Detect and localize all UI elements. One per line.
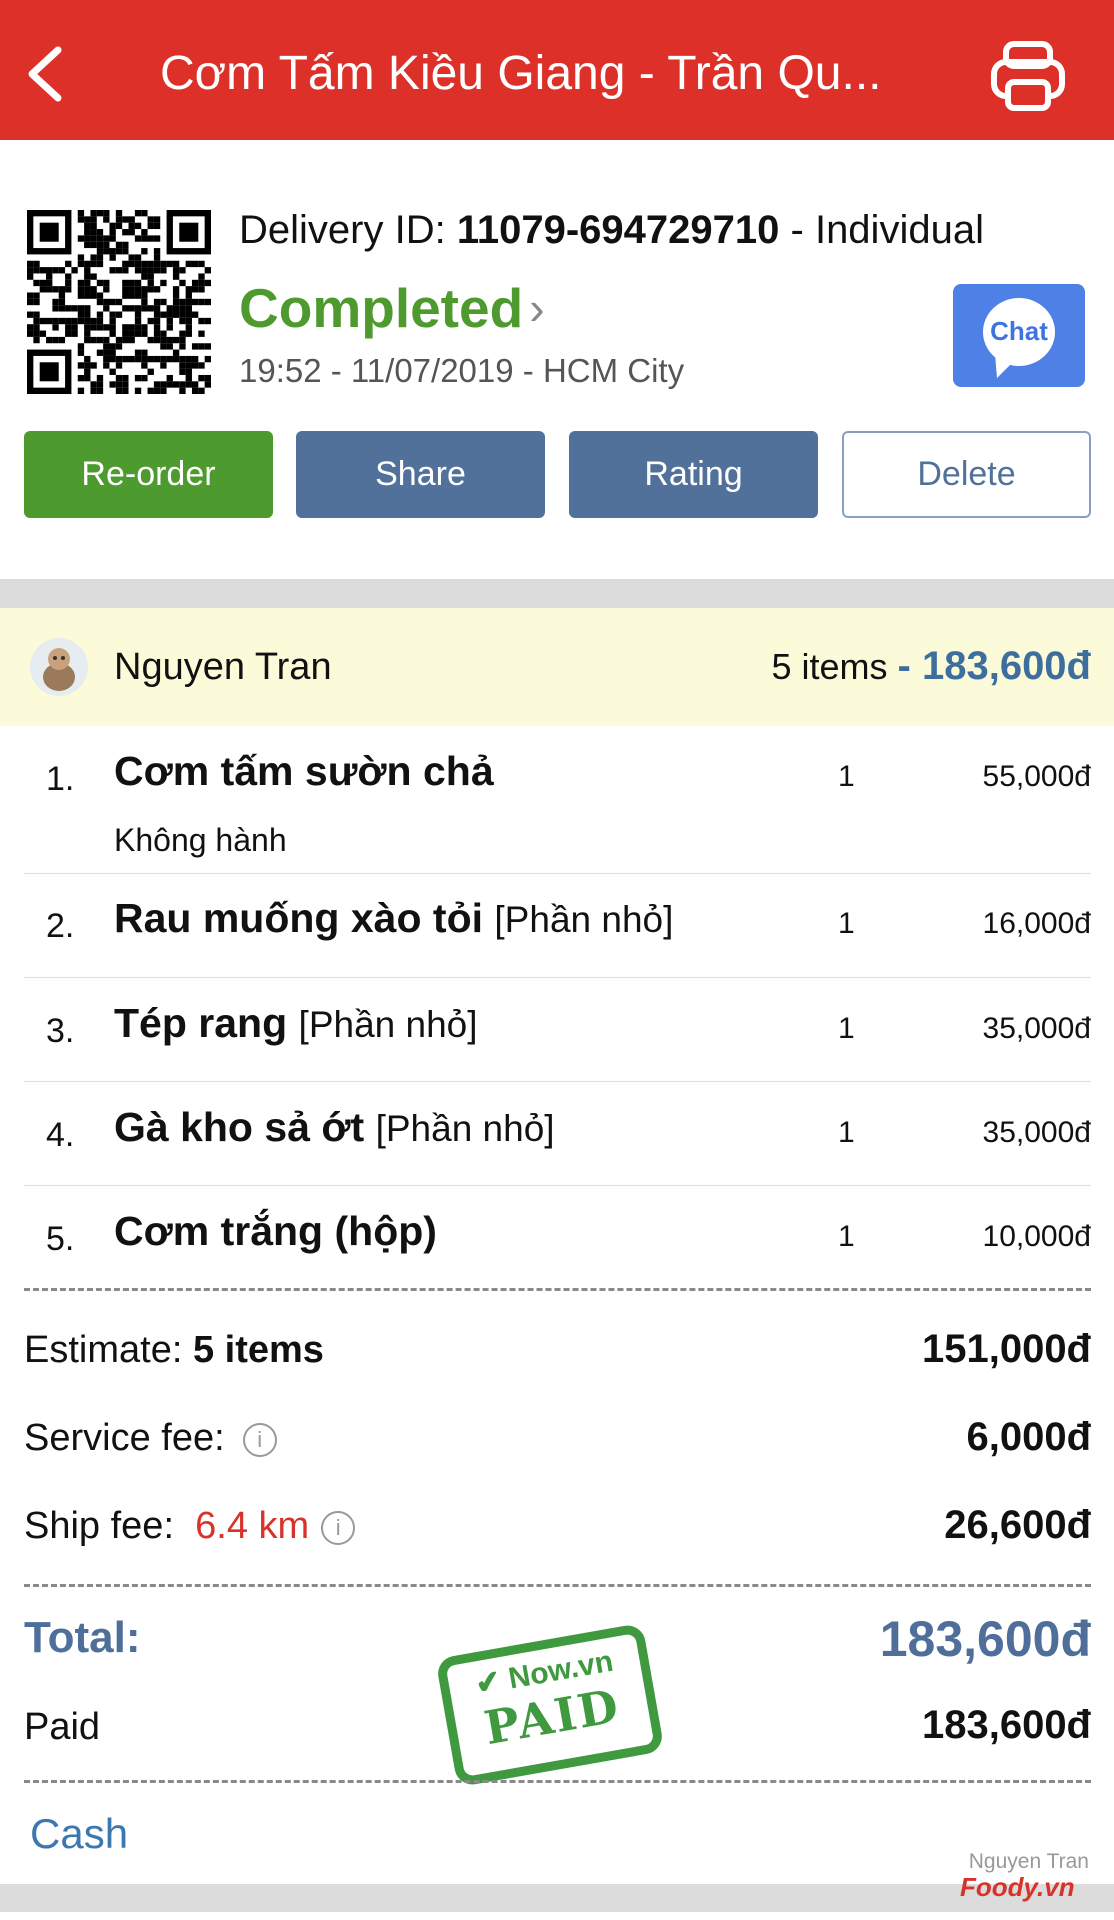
item-quantity: 1 — [838, 1220, 855, 1253]
reorder-button[interactable]: Re-order — [24, 431, 273, 518]
user-summary: 5 items - 183,600đ — [771, 644, 1091, 688]
estimate-label: Estimate: 5 items — [24, 1329, 324, 1371]
watermark-user: Nguyen Tran — [968, 1850, 1089, 1873]
share-button[interactable]: Share — [296, 431, 545, 518]
item-price: 55,000đ — [982, 760, 1091, 793]
item-price: 35,000đ — [982, 1116, 1091, 1149]
paid-label: Paid — [24, 1706, 101, 1748]
back-icon[interactable] — [22, 44, 66, 104]
dashed-divider — [24, 1288, 1091, 1291]
item-name: Cơm trắng (hộp) — [114, 1208, 437, 1254]
chevron-right-icon: › — [529, 282, 545, 334]
row-divider — [24, 1185, 1091, 1186]
rating-button[interactable]: Rating — [569, 431, 818, 518]
order-time: 19:52 - 11/07/2019 - HCM City — [239, 352, 685, 389]
item-name: Rau muống xào tỏi [Phần nhỏ] — [114, 895, 674, 941]
item-number: 4. — [46, 1116, 75, 1154]
item-quantity: 1 — [838, 760, 855, 793]
total-value: 183,600đ — [879, 1611, 1091, 1667]
info-icon[interactable]: i — [242, 1422, 277, 1457]
service-fee-label: Service fee: i — [24, 1417, 277, 1460]
item-quantity: 1 — [838, 1116, 855, 1149]
user-row: Nguyen Tran 5 items - 183,600đ — [0, 608, 1114, 726]
paid-value: 183,600đ — [921, 1703, 1091, 1747]
order-status[interactable]: Completed › — [239, 277, 545, 339]
item-note: Không hành — [114, 822, 287, 858]
avatar — [30, 638, 88, 696]
info-icon[interactable]: i — [321, 1510, 356, 1545]
paid-stamp: ✔ Now.vn PAID — [435, 1622, 665, 1788]
chat-label: Chat — [990, 316, 1048, 346]
item-price: 16,000đ — [982, 907, 1091, 940]
total-label: Total: — [24, 1613, 141, 1662]
row-divider — [24, 977, 1091, 978]
qr-code — [27, 210, 211, 394]
user-name: Nguyen Tran — [114, 646, 332, 688]
item-name: Cơm tấm sườn chả — [114, 748, 494, 794]
item-price: 10,000đ — [982, 1220, 1091, 1253]
chat-bubble-icon — [983, 298, 1055, 378]
item-number: 5. — [46, 1220, 75, 1258]
divider — [0, 1884, 1114, 1912]
item-name: Gà kho sả ớt [Phần nhỏ] — [114, 1104, 555, 1150]
row-divider — [24, 1081, 1091, 1082]
payment-method: Cash — [30, 1810, 129, 1857]
row-divider — [24, 873, 1091, 874]
foody-logo: Foody.vn — [960, 1872, 1075, 1902]
divider — [0, 579, 1114, 608]
item-price: 35,000đ — [982, 1012, 1091, 1045]
delete-button[interactable]: Delete — [842, 431, 1091, 518]
item-quantity: 1 — [838, 1012, 855, 1045]
dashed-divider — [24, 1780, 1091, 1783]
item-number: 1. — [46, 760, 75, 798]
header-bar: Cơm Tấm Kiều Giang - Trần Qu... — [0, 0, 1114, 140]
item-quantity: 1 — [838, 907, 855, 940]
page-title: Cơm Tấm Kiều Giang - Trần Qu... — [160, 47, 882, 100]
ship-fee-label: Ship fee: 6.4 km i — [24, 1505, 356, 1548]
item-name: Tép rang [Phần nhỏ] — [114, 1000, 478, 1046]
service-fee-value: 6,000đ — [966, 1415, 1091, 1459]
chat-button[interactable]: Chat — [953, 284, 1085, 387]
printer-icon[interactable] — [990, 40, 1066, 112]
delivery-id: Delivery ID: 11079-694729710 - Individua… — [239, 208, 984, 252]
item-number: 2. — [46, 907, 75, 945]
estimate-value: 151,000đ — [921, 1327, 1091, 1371]
item-number: 3. — [46, 1012, 75, 1050]
ship-fee-value: 26,600đ — [944, 1503, 1091, 1547]
dashed-divider — [24, 1584, 1091, 1587]
